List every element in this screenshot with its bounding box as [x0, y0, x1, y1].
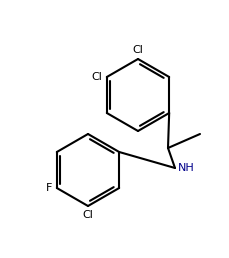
Text: Cl: Cl [132, 45, 143, 55]
Text: Cl: Cl [82, 210, 93, 220]
Text: Cl: Cl [90, 72, 101, 82]
Text: F: F [45, 183, 52, 193]
Text: NH: NH [177, 163, 194, 173]
